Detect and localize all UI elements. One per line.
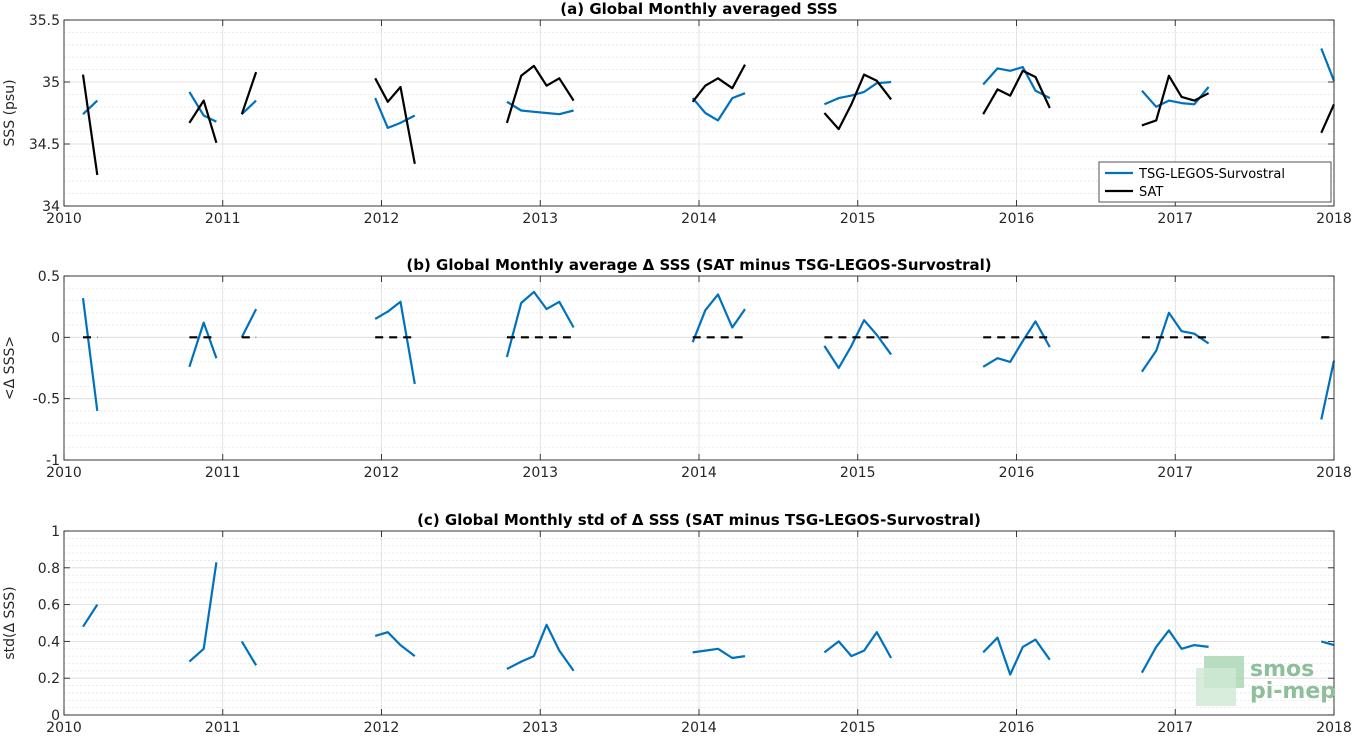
chart-title: (a) Global Monthly averaged SSS — [560, 0, 837, 18]
series-0-line-segment-2 — [241, 99, 257, 115]
x-tick-label: 2010 — [46, 211, 82, 227]
series-1-line-segment-1 — [188, 99, 218, 144]
series-0-line-segment-3 — [374, 300, 416, 385]
x-tick-label: 2013 — [522, 211, 558, 227]
y-tick-label: 0.2 — [38, 671, 60, 687]
x-tick-label: 2016 — [999, 465, 1035, 481]
x-tick-label: 2018 — [1316, 211, 1352, 227]
y-axis-label: SSS (psu) — [2, 79, 18, 146]
x-tick-label: 2017 — [1157, 465, 1193, 481]
chart-panel-1: 2010 2011 2012 2013 2014 2015 2016 2017 2018 -1 -0… — [2, 256, 1352, 481]
series-0-line-segment-4 — [506, 623, 575, 672]
series-1-line-segment-9 — [1320, 103, 1336, 134]
y-tick-label: -0.5 — [33, 392, 60, 408]
series-1-line-segment-2 — [240, 71, 258, 115]
series-0-line-segment-0 — [82, 604, 99, 628]
y-tick-label: 0 — [51, 708, 60, 724]
smos-pimep-watermark: smos pi-mep — [1196, 656, 1336, 706]
series-0-line-segment-8 — [1141, 86, 1210, 108]
series-0-line-segment-1 — [188, 562, 218, 663]
y-tick-label: 35 — [42, 75, 60, 91]
series-1-line-segment-8 — [1141, 74, 1210, 127]
x-tick-label: 2016 — [999, 211, 1035, 227]
series-0-line-segment-0 — [82, 99, 99, 115]
y-tick-label: 0.6 — [38, 598, 60, 614]
y-tick-label: 0.4 — [38, 634, 60, 650]
chart-title: (b) Global Monthly average Δ SSS (SAT mi… — [406, 256, 991, 274]
y-tick-label: 34.5 — [29, 137, 60, 153]
watermark-line2: pi-mep — [1250, 679, 1336, 704]
watermark-line1: smos — [1250, 657, 1314, 682]
x-tick-label: 2011 — [205, 720, 241, 736]
series-0-line-segment-5 — [692, 647, 746, 660]
series-0-line-segment-9 — [1320, 360, 1336, 420]
y-tick-label: 0.5 — [38, 269, 60, 285]
x-tick-label: 2014 — [681, 211, 717, 227]
series-0-line-segment-4 — [506, 100, 574, 116]
series-0-line-segment-2 — [240, 308, 258, 338]
legend-entry: SAT — [1139, 185, 1163, 200]
x-tick-label: 2018 — [1316, 720, 1352, 736]
series-0-line-segment-3 — [374, 631, 416, 657]
y-tick-label: 35.5 — [29, 13, 60, 29]
series-0-line-segment-9 — [1320, 48, 1336, 82]
series-0-line-segment-6 — [823, 631, 893, 659]
chart-panel-2: 2010 2011 2012 2013 2014 2015 2016 2017 2018 0 0.2… — [2, 511, 1352, 736]
y-tick-label: -1 — [46, 453, 60, 469]
series-1-line-segment-6 — [823, 73, 892, 131]
x-tick-label: 2012 — [364, 211, 400, 227]
series-1-line-segment-3 — [374, 77, 416, 165]
legend-entry: TSG-LEGOS-Survostral — [1138, 167, 1285, 182]
series-1-line-segment-7 — [982, 69, 1051, 115]
x-tick-label: 2013 — [522, 465, 558, 481]
y-axis-label: <Δ SSS> — [2, 336, 18, 400]
y-tick-label: 1 — [51, 524, 60, 540]
y-tick-label: 34 — [42, 199, 60, 215]
y-tick-label: 0.8 — [38, 561, 60, 577]
series-1-line-segment-5 — [691, 64, 746, 103]
series-0-line-segment-3 — [374, 97, 416, 130]
x-tick-label: 2017 — [1157, 720, 1193, 736]
series-0-line-segment-9 — [1320, 640, 1335, 647]
series-0-line-segment-8 — [1140, 311, 1210, 373]
series-0-line-segment-1 — [188, 321, 218, 368]
x-tick-label: 2015 — [840, 211, 876, 227]
x-tick-label: 2017 — [1157, 211, 1193, 227]
x-tick-label: 2010 — [46, 465, 82, 481]
x-tick-label: 2015 — [840, 720, 876, 736]
series-0-line-segment-5 — [691, 293, 746, 343]
series-0-line-segment-7 — [982, 636, 1051, 676]
watermark-logo-shape-2 — [1196, 668, 1236, 706]
x-tick-label: 2011 — [205, 211, 241, 227]
series-1-line-segment-0 — [81, 74, 99, 176]
x-tick-label: 2012 — [364, 465, 400, 481]
series-0-line-segment-4 — [505, 290, 575, 358]
x-tick-label: 2010 — [46, 720, 82, 736]
series-0-line-segment-0 — [81, 297, 99, 412]
series-0-line-segment-7 — [982, 320, 1051, 368]
series-0-line-segment-5 — [691, 92, 746, 122]
x-tick-label: 2016 — [999, 720, 1035, 736]
series-0-line-segment-6 — [823, 319, 892, 370]
x-tick-label: 2015 — [840, 465, 876, 481]
x-tick-label: 2011 — [205, 465, 241, 481]
series-0-line-segment-1 — [188, 91, 217, 123]
y-tick-label: 0 — [51, 330, 60, 346]
x-tick-label: 2013 — [522, 720, 558, 736]
legend-box — [1098, 161, 1332, 203]
x-tick-label: 2014 — [681, 465, 717, 481]
legend: TSG-LEGOS-Survostral SAT — [1098, 161, 1332, 203]
series-0-line-segment-2 — [240, 640, 258, 666]
chart-title: (c) Global Monthly std of Δ SSS (SAT min… — [417, 511, 981, 529]
chart-panel-0: 2010 2011 2012 2013 2014 2015 2016 2017 2018 34 34… — [2, 0, 1352, 227]
series-1-line-segment-4 — [505, 64, 575, 124]
x-tick-label: 2012 — [364, 720, 400, 736]
x-tick-label: 2018 — [1316, 465, 1352, 481]
series-0-line-segment-8 — [1140, 629, 1209, 674]
series-0-line-segment-7 — [982, 65, 1051, 100]
y-axis-label: std(Δ SSS) — [2, 586, 18, 659]
x-tick-label: 2014 — [681, 720, 717, 736]
